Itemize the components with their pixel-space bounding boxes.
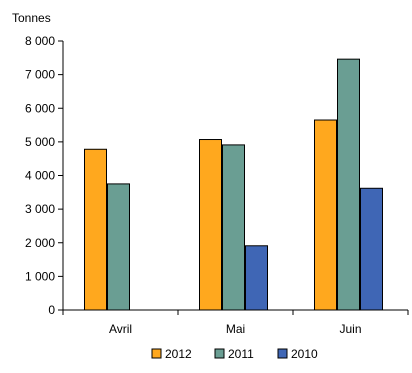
bar-2010-mai xyxy=(245,245,268,311)
y-tick-label: 7 000 xyxy=(25,68,55,82)
bar-2011-juin xyxy=(337,58,360,311)
legend-swatch-2012 xyxy=(151,348,162,359)
bar-2011-avril xyxy=(107,183,130,311)
bars xyxy=(84,58,383,311)
x-tick-label: Mai xyxy=(226,322,245,336)
x-tick-label: Juin xyxy=(339,322,361,336)
y-tick-label: 2 000 xyxy=(25,236,55,250)
bar-2012-avril xyxy=(84,148,107,311)
y-tick-label: 0 xyxy=(48,303,55,317)
y-tick-label: 6 000 xyxy=(25,101,55,115)
y-axis-ticks: 0 1 000 2 000 3 000 4 000 5 000 6 000 7 000 8 00… xyxy=(25,34,63,317)
bar-2012-juin xyxy=(314,119,337,311)
legend-swatch-2011 xyxy=(214,348,225,359)
legend-label-2010: 2010 xyxy=(291,347,318,361)
y-axis-title: Tonnes xyxy=(12,11,51,25)
x-tick-label: Avril xyxy=(109,322,132,336)
y-tick-label: 1 000 xyxy=(25,269,55,283)
legend-label-2011: 2011 xyxy=(228,347,254,361)
bar-2011-mai xyxy=(222,144,245,311)
bar-2012-mai xyxy=(199,139,222,311)
bar-2010-juin xyxy=(360,187,383,311)
x-axis-ticks: Avril Mai Juin xyxy=(62,310,409,336)
axes xyxy=(62,41,408,311)
legend-label-2012: 2012 xyxy=(165,347,192,361)
y-tick-label: 3 000 xyxy=(25,202,55,216)
y-tick-label: 8 000 xyxy=(25,34,55,48)
legend: 2012 2011 2010 xyxy=(151,347,318,361)
y-tick-label: 5 000 xyxy=(25,135,55,149)
y-tick-label: 4 000 xyxy=(25,169,55,183)
legend-swatch-2010 xyxy=(277,348,288,359)
